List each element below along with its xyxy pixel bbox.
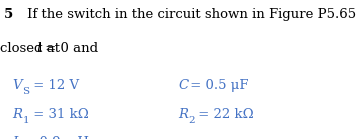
Text: R: R bbox=[178, 108, 188, 121]
Text: If the switch in the circuit shown in Figure P5.65 is: If the switch in the circuit shown in Fi… bbox=[27, 8, 356, 21]
Text: S: S bbox=[22, 87, 30, 96]
Text: L: L bbox=[12, 136, 21, 139]
Text: = 31 kΩ: = 31 kΩ bbox=[29, 108, 89, 121]
Text: = 0.5 μF: = 0.5 μF bbox=[186, 79, 248, 92]
Text: closed at: closed at bbox=[0, 42, 64, 55]
Text: t: t bbox=[36, 42, 42, 55]
Text: V: V bbox=[12, 79, 22, 92]
Text: 2: 2 bbox=[188, 116, 195, 125]
Text: = 0 and: = 0 and bbox=[41, 42, 98, 55]
Text: = 22 kΩ: = 22 kΩ bbox=[194, 108, 254, 121]
Text: R: R bbox=[12, 108, 22, 121]
Text: = 12 V: = 12 V bbox=[29, 79, 79, 92]
Text: = 0.9 mH: = 0.9 mH bbox=[20, 136, 89, 139]
Text: 5: 5 bbox=[4, 8, 13, 21]
Text: C: C bbox=[178, 79, 188, 92]
Text: 1: 1 bbox=[22, 116, 29, 125]
